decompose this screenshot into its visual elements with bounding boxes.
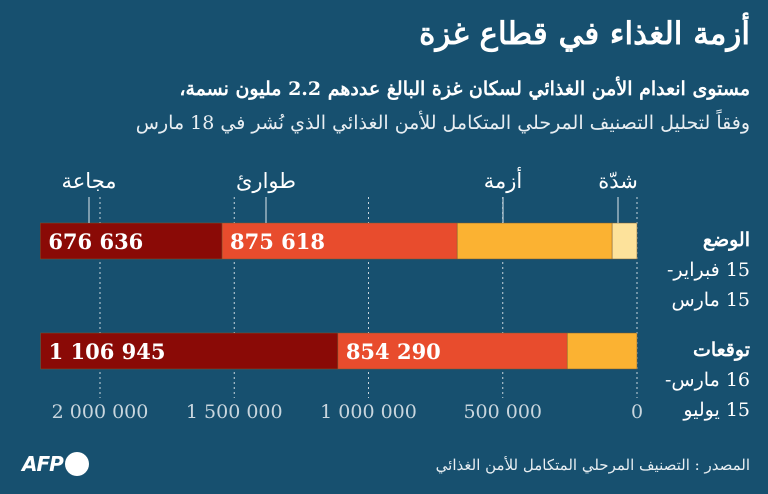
row-date-end: 15 يوليو [683, 399, 750, 421]
stacked-bar-chart: 0 500 000 1 000 000 1 500 000 2 000 000 875 6… [40, 166, 643, 423]
row-heading: الوضع [702, 229, 750, 251]
bar-value-label: 875 618 [230, 229, 325, 254]
bar-value-label: 676 636 [48, 229, 143, 254]
chart-title: أزمة الغذاء في قطاع غزة [419, 16, 750, 52]
phase-label: طوارئ [236, 169, 296, 194]
chart-subtitle-2: وفقاً لتحليل التصنيف المرحلي المتكامل لل… [135, 112, 750, 134]
bar-value-label: 1 106 945 [49, 339, 166, 364]
row-date-start: 15 فبراير- [667, 259, 750, 281]
bar-value-label: 854 290 [346, 339, 441, 364]
row-label-projection: توقعات 16 مارس- 15 يوليو [665, 335, 750, 425]
phase-label: مجاعة [62, 169, 117, 193]
x-tick-label: 1 000 000 [320, 401, 417, 423]
phase-label: أزمة [484, 166, 522, 194]
x-tick-label: 1 500 000 [186, 401, 283, 423]
bar-segment [611, 222, 638, 260]
x-tick-label: 2 000 000 [52, 401, 149, 423]
logo-text: AFP [22, 452, 64, 476]
x-tick-label: 500 000 [463, 401, 542, 423]
bar-segment [40, 332, 339, 370]
row-label-current: الوضع 15 فبراير- 15 مارس [667, 225, 750, 315]
x-tick-label: 0 [631, 401, 643, 423]
afp-logo: AFP [22, 452, 89, 476]
bar-segment [566, 332, 638, 370]
bar-segment [40, 222, 223, 260]
phase-label: شدّة [598, 169, 638, 193]
row-date-end: 15 مارس [671, 289, 750, 311]
row-date-start: 16 مارس- [665, 369, 750, 391]
chart-subtitle: مستوى انعدام الأمن الغذائي لسكان غزة الب… [179, 78, 750, 100]
bar-segment [221, 222, 458, 260]
logo-circle-icon [64, 452, 89, 476]
source-note: المصدر : التصنيف المرحلي المتكامل للأمن … [435, 456, 750, 474]
bar-segment [456, 222, 613, 260]
row-heading: توقعات [692, 339, 750, 361]
